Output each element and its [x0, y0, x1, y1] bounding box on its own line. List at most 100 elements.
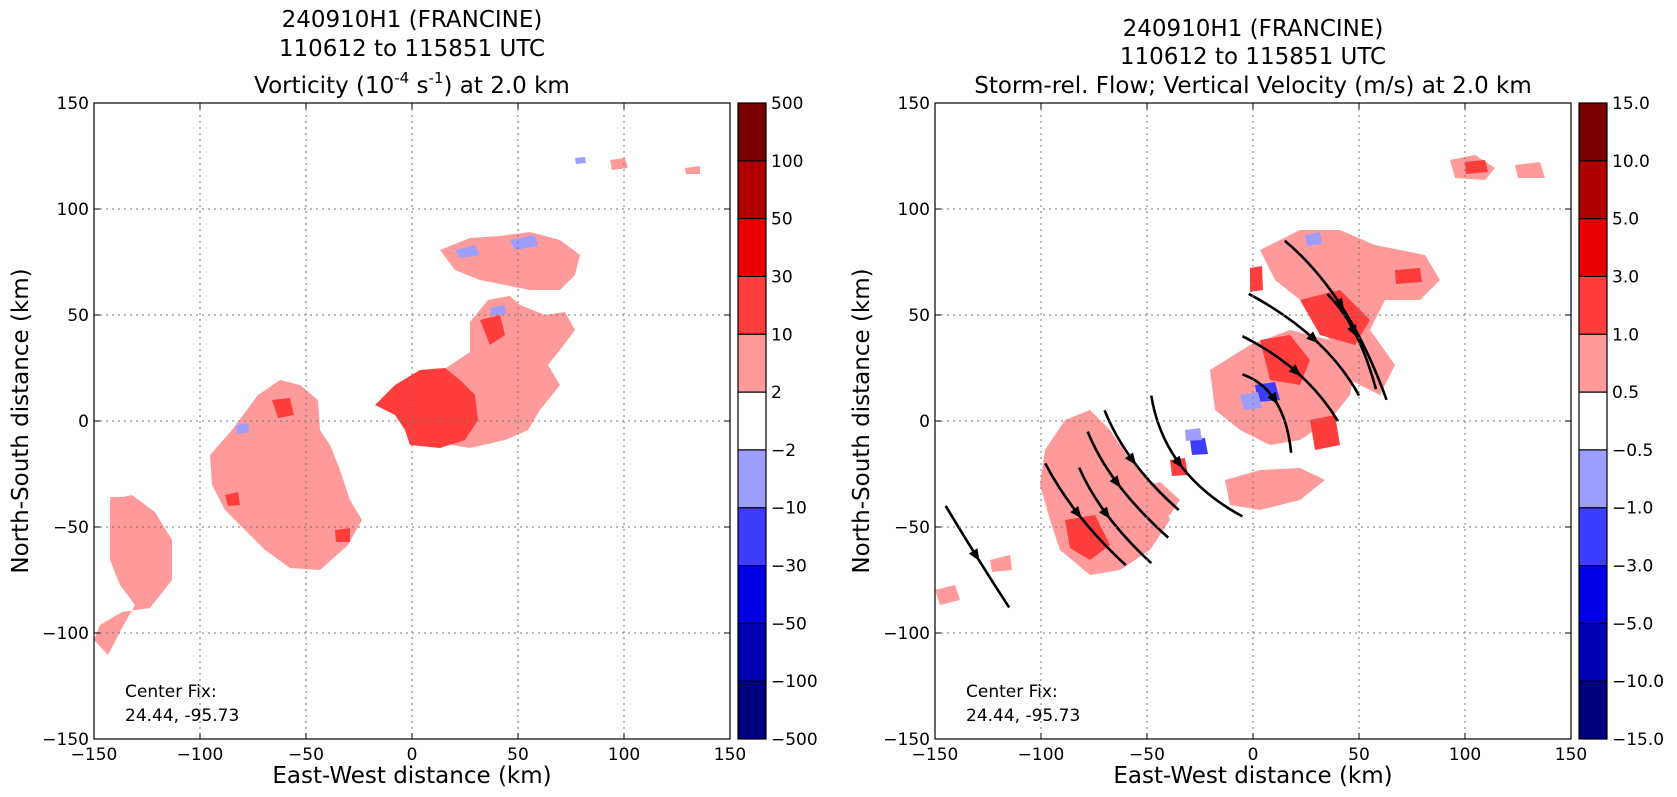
- left-colorbar-label: −100: [771, 672, 818, 692]
- left-x-tick-label: −100: [177, 745, 224, 765]
- right-x-tick-label: −50: [1129, 745, 1165, 765]
- right-center-fix-value: 24.44, -95.73: [966, 706, 1080, 726]
- streamlines: [944, 239, 1388, 609]
- left-y-tick-label: −150: [42, 730, 89, 750]
- right-colorbar-segment: [1579, 103, 1607, 161]
- vorticity-region-speck-2: [685, 166, 700, 174]
- left-colorbar-label: −500: [771, 730, 818, 750]
- ww-region-strong-ne-2: [1250, 266, 1263, 292]
- left-colorbar-segment: [738, 334, 766, 393]
- left-x-tick-label: 100: [608, 745, 640, 765]
- left-x-tick-label: 50: [507, 745, 529, 765]
- left-y-tick-label: −50: [53, 518, 89, 538]
- ww-region-negative-ne: [1305, 232, 1322, 246]
- right-center-fix-label: Center Fix:: [966, 682, 1058, 702]
- vorticity-region-strong-sw-1: [272, 398, 294, 418]
- vorticity-region-positive-far-sw-2: [110, 497, 137, 512]
- left-colorbar-segment: [738, 623, 766, 682]
- streamline-arrow: [1124, 452, 1137, 466]
- right-y-tick-label: −150: [883, 730, 930, 750]
- vorticity-region-speck-1: [610, 158, 628, 170]
- right-colorbar-label: 3.0: [1612, 267, 1639, 287]
- right-title-line-3: Storm-rel. Flow; Vertical Velocity (m/s)…: [974, 73, 1532, 99]
- left-colorbar-segment: [738, 681, 766, 739]
- left-colorbar-label: −10: [771, 499, 807, 519]
- left-colorbar-label: 30: [771, 267, 793, 287]
- left-x-tick-label: 150: [714, 745, 746, 765]
- right-grid: [935, 103, 1571, 739]
- vertical-velocity-field: [935, 155, 1545, 605]
- left-colorbar-label: 10: [771, 325, 793, 345]
- streamline-arrow: [968, 548, 980, 562]
- right-y-tick-label: −50: [894, 518, 930, 538]
- right-x-axis-label: East-West distance (km): [1113, 763, 1392, 789]
- right-x-tick-label: 50: [1348, 745, 1370, 765]
- left-x-ticks: −150 −100 −50 0 50 100 150: [71, 103, 746, 765]
- right-y-tick-label: 100: [898, 200, 930, 220]
- right-y-tick-label: −100: [883, 624, 930, 644]
- left-y-tick-label: 50: [67, 306, 89, 326]
- left-colorbar-segment: [738, 507, 766, 566]
- ww-region-positive-ring: [1210, 330, 1355, 445]
- vorticity-region-positive-north: [440, 232, 580, 290]
- ww-region-strong-sw: [1065, 515, 1110, 560]
- vorticity-region-positive-far-sw: [94, 495, 172, 655]
- right-x-tick-label: −100: [1018, 745, 1065, 765]
- left-x-tick-label: −150: [71, 745, 118, 765]
- left-x-axis-label: East-West distance (km): [272, 763, 551, 789]
- vorticity-region-strong-core: [375, 368, 478, 448]
- right-colorbar-segment: [1579, 565, 1607, 624]
- ww-region-strong-ring-2: [1310, 415, 1340, 450]
- left-title-line-3: Vorticity (10-4 s-1) at 2.0 km: [254, 69, 570, 99]
- vorticity-region-negative-north-2: [510, 235, 538, 250]
- right-x-tick-label: 0: [1248, 745, 1259, 765]
- right-y-ticks: −150 −100 −50 0 50 100 150: [883, 94, 1571, 750]
- right-y-tick-label: 0: [919, 412, 930, 432]
- left-colorbar-segment: [738, 160, 766, 219]
- streamline-arrow: [1098, 506, 1111, 520]
- right-colorbar-label: 10.0: [1612, 152, 1650, 172]
- right-x-tick-label: 100: [1449, 745, 1481, 765]
- ww-region-speck-ne: [1515, 162, 1545, 178]
- streamline-arrow: [1171, 455, 1183, 469]
- ww-region-strong-far-ne: [1465, 160, 1488, 174]
- right-colorbar-label: −5.0: [1612, 614, 1653, 634]
- left-y-tick-label: −100: [42, 624, 89, 644]
- right-colorbar-label: 15.0: [1612, 94, 1650, 114]
- ww-region-speck-sw-2: [990, 555, 1012, 572]
- ww-region-negative-sw: [1190, 438, 1208, 455]
- left-colorbar-segment: [738, 449, 766, 508]
- ww-region-negative-sw-2: [1185, 428, 1202, 441]
- left-colorbar-label: 2: [771, 383, 782, 403]
- right-colorbar-segment: [1579, 449, 1607, 508]
- left-colorbar-label: 50: [771, 210, 793, 230]
- streamline-arrow: [1347, 324, 1358, 338]
- right-x-tick-label: 150: [1555, 745, 1587, 765]
- streamline-arrow: [1267, 391, 1278, 405]
- vorticity-region-strong-small: [480, 315, 505, 345]
- right-colorbar-label: −1.0: [1612, 499, 1653, 519]
- right-y-tick-label: 50: [908, 306, 930, 326]
- left-colorbar-frame: [737, 102, 767, 740]
- left-grid: [94, 103, 730, 739]
- left-center-fix-value: 24.44, -95.73: [125, 706, 239, 726]
- left-colorbar-segment: [738, 276, 766, 335]
- right-colorbar-label: −10.0: [1612, 672, 1664, 692]
- streamline-arrow: [1306, 331, 1319, 344]
- ww-region-positive-south-arc: [1225, 468, 1325, 510]
- right-colorbar-label: −15.0: [1612, 730, 1664, 750]
- right-colorbar-frame: [1578, 102, 1608, 740]
- left-x-tick-label: 0: [407, 745, 418, 765]
- vorticity-region-negative-north-3: [490, 305, 506, 316]
- vorticity-region-strong-sw-2: [225, 492, 240, 506]
- vorticity-region-negative-north-1: [455, 245, 480, 258]
- right-colorbar-label: −3.0: [1612, 557, 1653, 577]
- ww-region-negative-ring: [1240, 392, 1262, 410]
- right-x-tick-label: −150: [912, 745, 959, 765]
- left-title-line-1: 240910H1 (FRANCINE): [282, 7, 543, 33]
- right-colorbar-label: 0.5: [1612, 383, 1639, 403]
- right-colorbar-segment: [1579, 392, 1607, 450]
- left-y-axis-label: North-South distance (km): [8, 268, 34, 573]
- left-colorbar-segment: [738, 103, 766, 161]
